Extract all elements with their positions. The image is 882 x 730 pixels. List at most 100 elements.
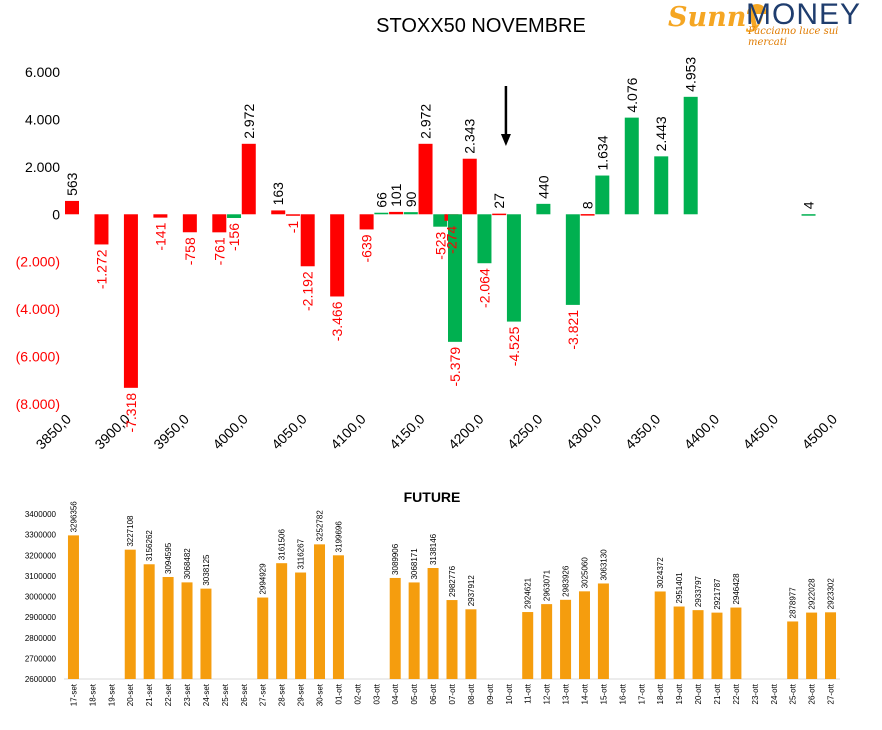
x-tick-label: 4300,0 bbox=[563, 411, 605, 453]
future-x-tick-label: 19-ott bbox=[675, 683, 684, 704]
future-data-label: 3296356 bbox=[69, 501, 78, 533]
data-label: -3.821 bbox=[565, 310, 581, 350]
bar bbox=[536, 203, 551, 215]
x-tick-label: 4150,0 bbox=[386, 411, 428, 453]
future-x-tick-label: 29-set bbox=[297, 683, 306, 706]
future-x-tick-label: 06-ott bbox=[429, 683, 438, 704]
bar bbox=[654, 156, 669, 215]
x-tick-label: 3850,0 bbox=[33, 411, 75, 453]
future-y-tick-label: 3300000 bbox=[25, 531, 57, 540]
data-label: 1.634 bbox=[594, 135, 610, 170]
chart-title: STOXX50 NOVEMBRE bbox=[376, 15, 586, 37]
bar bbox=[683, 96, 698, 215]
future-x-tick-label: 24-set bbox=[202, 683, 211, 706]
future-bar bbox=[730, 607, 742, 679]
future-x-tick-label: 14-ott bbox=[580, 683, 589, 704]
future-bar bbox=[389, 577, 401, 679]
future-data-label: 2946428 bbox=[732, 573, 741, 605]
future-bar bbox=[597, 583, 609, 679]
future-data-label: 3094595 bbox=[164, 542, 173, 574]
y-tick-label: (2.000) bbox=[16, 254, 60, 270]
future-x-tick-label: 28-set bbox=[278, 683, 287, 706]
future-x-tick-label: 16-ott bbox=[618, 683, 627, 704]
future-bar bbox=[295, 572, 307, 679]
data-label: -523 bbox=[432, 231, 448, 259]
x-tick-label: 4050,0 bbox=[268, 411, 310, 453]
data-label: -274 bbox=[443, 226, 459, 254]
x-axis: 3850,0 3900,0 3950,0 4000,0 4050,0 4100,0 4150… bbox=[33, 411, 841, 453]
future-x-tick-label: 21-set bbox=[145, 683, 154, 706]
future-x-tick-label: 22-set bbox=[164, 683, 173, 706]
future-bar bbox=[711, 612, 723, 679]
stoxx50-chart: STOXX50 NOVEMBRE 6.000 4.000 2.000 0 (2.000)… bbox=[16, 15, 841, 452]
bar bbox=[418, 143, 433, 215]
future-bar bbox=[124, 549, 136, 679]
data-label: 2.972 bbox=[418, 104, 434, 139]
data-label: -3.466 bbox=[329, 301, 345, 341]
bar bbox=[123, 214, 138, 388]
data-label: 563 bbox=[64, 172, 80, 196]
bar bbox=[492, 213, 507, 216]
data-label: 2.343 bbox=[462, 118, 478, 153]
future-x-tick-label: 15-ott bbox=[599, 683, 608, 704]
future-data-label: 3025060 bbox=[580, 557, 589, 589]
future-data-label: 2951401 bbox=[675, 572, 684, 604]
future-data-label: 2923302 bbox=[827, 578, 836, 610]
x-tick-label: 4350,0 bbox=[622, 411, 664, 453]
future-x-tick-label: 17-ott bbox=[637, 683, 646, 704]
data-label: -141 bbox=[152, 222, 168, 250]
future-y-tick-label: 3200000 bbox=[25, 551, 57, 560]
future-x-tick-label: 22-ott bbox=[732, 683, 741, 704]
bar bbox=[462, 158, 477, 215]
x-tick-label: 3950,0 bbox=[150, 411, 192, 453]
future-x-tick-label: 07-ott bbox=[448, 683, 457, 704]
future-bar bbox=[825, 612, 837, 679]
down-arrow-icon bbox=[500, 86, 511, 146]
bar bbox=[389, 211, 404, 215]
future-bar bbox=[692, 610, 704, 679]
bar bbox=[580, 214, 595, 216]
future-x-tick-label: 23-set bbox=[183, 683, 192, 706]
future-y-tick-label: 3000000 bbox=[25, 593, 57, 602]
future-x-tick-label: 09-ott bbox=[486, 683, 495, 704]
x-tick-label: 4450,0 bbox=[740, 411, 782, 453]
future-data-label: 3252782 bbox=[316, 510, 325, 542]
future-x-axis: 17-set 18-set 19-set 20-set 21-set 22-set 23-s… bbox=[64, 678, 840, 706]
future-data-label: 2963071 bbox=[543, 569, 552, 601]
future-y-tick-label: 3400000 bbox=[25, 510, 57, 519]
future-data-label: 2922028 bbox=[808, 578, 817, 610]
y-tick-label: 0 bbox=[52, 206, 60, 222]
data-label: -156 bbox=[226, 223, 242, 251]
bar bbox=[300, 214, 315, 267]
future-bar bbox=[673, 606, 685, 679]
future-x-tick-label: 20-set bbox=[126, 683, 135, 706]
brand-name-money: MONEY bbox=[746, 0, 862, 31]
data-label: 4.076 bbox=[624, 77, 640, 112]
future-y-tick-label: 2900000 bbox=[25, 613, 57, 622]
future-data-label: 3038125 bbox=[202, 554, 211, 586]
y-axis: 6.000 4.000 2.000 0 (2.000) (4.000) (6.000) (8.… bbox=[16, 64, 61, 412]
data-labels: 563 -1.272 -7.318 -141 -758 -761-156 2.972 163 -… bbox=[64, 57, 817, 433]
future-data-label: 3068171 bbox=[410, 548, 419, 580]
future-x-tick-label: 25-ott bbox=[789, 683, 798, 704]
future-x-tick-label: 23-ott bbox=[751, 683, 760, 704]
y-tick-label: 4.000 bbox=[25, 111, 60, 127]
future-data-label: 3161506 bbox=[278, 528, 287, 560]
future-x-tick-label: 10-ott bbox=[505, 683, 514, 704]
data-label: 101 bbox=[388, 183, 404, 207]
data-label: 440 bbox=[535, 175, 551, 199]
data-label: 66 bbox=[373, 192, 389, 208]
data-label: -761 bbox=[211, 237, 227, 265]
data-label: -4.525 bbox=[506, 326, 522, 366]
future-bar bbox=[181, 582, 193, 679]
future-x-tick-label: 27-set bbox=[259, 683, 268, 706]
data-label: 2.972 bbox=[241, 104, 257, 139]
y-tick-label: (4.000) bbox=[16, 301, 60, 317]
data-label: -758 bbox=[182, 237, 198, 265]
future-x-tick-label: 21-ott bbox=[713, 683, 722, 704]
future-bar bbox=[446, 600, 458, 679]
future-chart-title: FUTURE bbox=[404, 489, 461, 505]
y-tick-label: (8.000) bbox=[16, 396, 60, 412]
future-x-tick-label: 25-set bbox=[221, 683, 230, 706]
